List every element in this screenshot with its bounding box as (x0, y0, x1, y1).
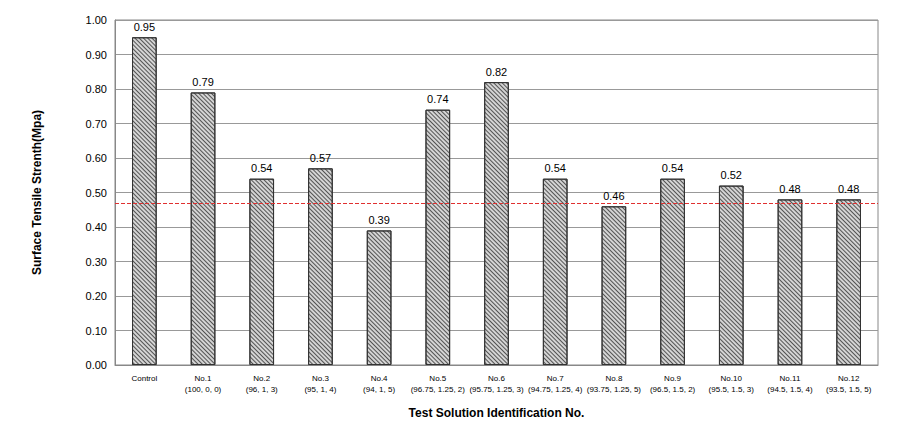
svg-text:(100, 0, 0): (100, 0, 0) (185, 385, 222, 394)
svg-text:0.79: 0.79 (192, 76, 213, 88)
svg-text:No.12: No.12 (838, 374, 860, 383)
svg-text:0.48: 0.48 (838, 183, 859, 195)
svg-text:0.40: 0.40 (86, 221, 107, 233)
svg-text:(94.75, 1.25, 4): (94.75, 1.25, 4) (528, 385, 583, 394)
svg-text:No.4: No.4 (371, 374, 388, 383)
svg-text:0.50: 0.50 (86, 187, 107, 199)
svg-text:0.82: 0.82 (486, 66, 507, 78)
svg-text:No.7: No.7 (547, 374, 564, 383)
svg-text:No.8: No.8 (605, 374, 622, 383)
svg-text:0.54: 0.54 (251, 162, 272, 174)
svg-text:No.3: No.3 (312, 374, 329, 383)
svg-text:(96.75, 1.25, 2): (96.75, 1.25, 2) (411, 385, 466, 394)
svg-text:No.2: No.2 (253, 374, 270, 383)
svg-text:0.57: 0.57 (310, 152, 331, 164)
svg-text:0.00: 0.00 (86, 359, 107, 371)
svg-text:0.54: 0.54 (662, 162, 683, 174)
svg-text:0.46: 0.46 (603, 190, 624, 202)
svg-text:Control: Control (131, 374, 157, 383)
svg-text:(94, 1, 5): (94, 1, 5) (363, 385, 395, 394)
svg-text:(95.5, 1.5, 3): (95.5, 1.5, 3) (709, 385, 755, 394)
svg-text:Surface Tensile Strenth(Mpa): Surface Tensile Strenth(Mpa) (30, 110, 44, 275)
svg-text:0.80: 0.80 (86, 83, 107, 95)
svg-text:(95.75, 1.25, 3): (95.75, 1.25, 3) (469, 385, 524, 394)
svg-text:No.10: No.10 (721, 374, 743, 383)
svg-text:0.74: 0.74 (427, 93, 448, 105)
svg-text:Test Solution Identification N: Test Solution Identification No. (409, 406, 585, 420)
svg-text:0.90: 0.90 (86, 49, 107, 61)
svg-text:No.5: No.5 (429, 374, 446, 383)
svg-text:(96, 1, 3): (96, 1, 3) (246, 385, 278, 394)
svg-text:0.70: 0.70 (86, 118, 107, 130)
svg-text:No.1: No.1 (195, 374, 212, 383)
svg-text:0.48: 0.48 (779, 183, 800, 195)
svg-text:0.54: 0.54 (544, 162, 565, 174)
svg-text:(93.5, 1.5, 5): (93.5, 1.5, 5) (826, 385, 872, 394)
svg-text:No.9: No.9 (664, 374, 681, 383)
svg-text:0.60: 0.60 (86, 152, 107, 164)
svg-text:(95, 1, 4): (95, 1, 4) (304, 385, 336, 394)
svg-text:(93.75, 1.25, 5): (93.75, 1.25, 5) (587, 385, 642, 394)
svg-text:0.52: 0.52 (721, 169, 742, 181)
svg-text:0.10: 0.10 (86, 325, 107, 337)
svg-text:(96.5, 1.5, 2): (96.5, 1.5, 2) (650, 385, 696, 394)
svg-text:(94.5, 1.5, 4): (94.5, 1.5, 4) (767, 385, 813, 394)
svg-text:0.20: 0.20 (86, 290, 107, 302)
svg-text:No.11: No.11 (780, 374, 801, 383)
svg-text:1.00: 1.00 (86, 14, 107, 26)
svg-text:0.95: 0.95 (134, 21, 155, 33)
svg-text:0.30: 0.30 (86, 256, 107, 268)
svg-text:No.6: No.6 (488, 374, 505, 383)
svg-text:0.39: 0.39 (368, 214, 389, 226)
